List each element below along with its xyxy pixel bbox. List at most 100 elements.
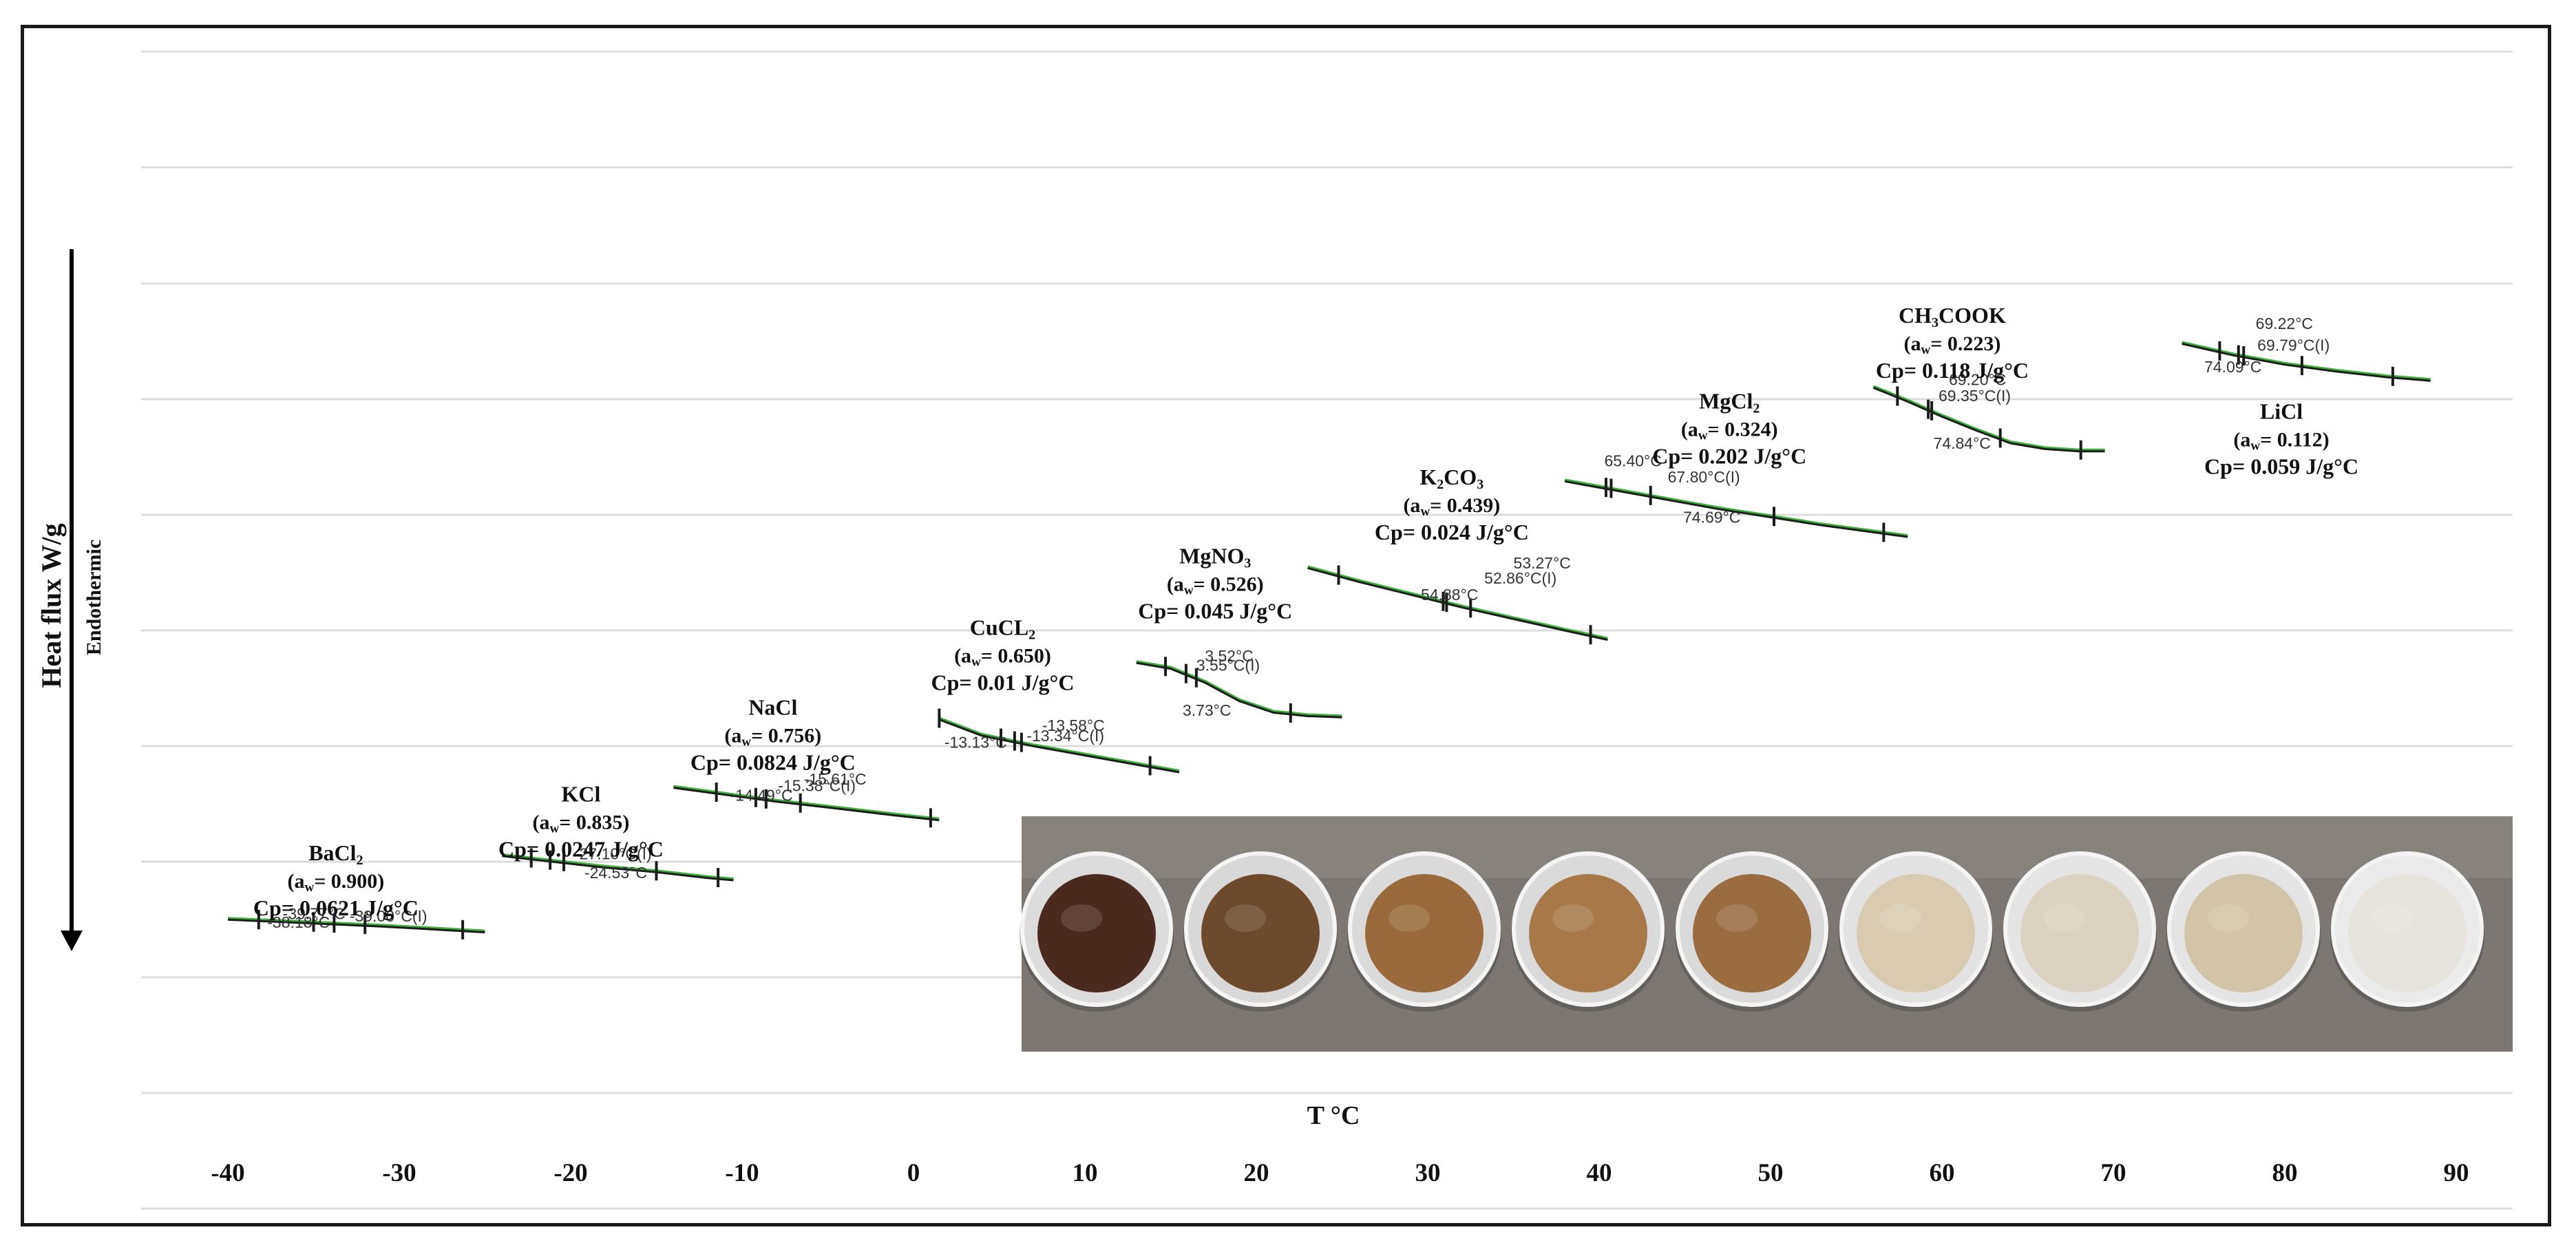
series-cp: Cp= 0.0621 J/g°C (253, 895, 419, 920)
temperature-annotation: 53.27°C (1514, 554, 1571, 572)
x-tick-label: 50 (1758, 1159, 1784, 1187)
cup-highlight (1552, 904, 1594, 932)
series-aw: (aw= 0.526) (1167, 573, 1264, 597)
dsc-curve (502, 855, 734, 882)
series-cp: Cp= 0.01 J/g°C (931, 670, 1075, 695)
series-cp: Cp= 0.024 J/g°C (1375, 520, 1529, 544)
fit-line (1564, 478, 1908, 538)
series-aw: (aw= 0.112) (2233, 428, 2329, 453)
series-KCl: -27.10°C(I) -24.53°C KCl (aw= 0.835)Cp= 0.0… (498, 781, 734, 888)
cup-sample (1037, 874, 1156, 992)
x-tick-label: -40 (211, 1159, 244, 1187)
cup-sample (1529, 874, 1647, 992)
temperature-annotation: -15.61°C (804, 770, 867, 788)
x-tick-label: -20 (553, 1159, 587, 1187)
series-name: LiCl (2260, 398, 2303, 423)
series-cp: Cp= 0.118 J/g°C (1876, 358, 2029, 383)
series-name: KCl (561, 781, 600, 806)
fit-line (227, 917, 485, 933)
dsc-curve (1307, 566, 1608, 641)
temperature-annotation: -14.49°C (730, 787, 793, 805)
series-name: MgNO3 (1179, 543, 1251, 571)
cup-sample (2348, 874, 2467, 992)
fit-line (1307, 565, 1608, 640)
x-tick-label: 0 (907, 1159, 920, 1187)
x-axis-title: T °C (1307, 1101, 1360, 1130)
cup-highlight (1880, 904, 1921, 932)
temperature-annotation: 69.20°C (1949, 371, 2006, 389)
cup-highlight (1225, 904, 1266, 932)
x-tick-label: 60 (1930, 1159, 1955, 1187)
temperature-annotation: -15.38°C(I) (778, 776, 856, 794)
temperature-annotation: -13.58°C (1042, 716, 1105, 734)
cup-highlight (2044, 904, 2085, 932)
temperature-annotation: -13.34°C(I) (1026, 727, 1104, 745)
cup-highlight (1061, 904, 1102, 932)
x-axis: -40 -30 -20 -10 0 10 20 30 40 50 60 70 80 90 T °C (211, 1101, 2469, 1187)
cup-highlight (2372, 904, 2413, 932)
series-NaCl: -15.61°C-15.38°C(I)-14.49°C NaCl (aw= 0.75… (673, 694, 940, 828)
temperature-annotation: 67.80°C(I) (1668, 468, 1740, 486)
endothermic-arrow-head (61, 931, 83, 951)
temperature-annotation: 69.79°C(I) (2257, 336, 2330, 354)
temperature-annotation: -39.00°C(I) (350, 907, 427, 925)
series-aw: (aw= 0.835) (533, 811, 630, 836)
fit-line (1872, 385, 2105, 451)
temperature-annotation: 74.84°C (1934, 434, 1991, 452)
series-aw: (aw= 0.439) (1403, 494, 1500, 519)
series-name: CH3COOK (1899, 303, 2006, 330)
x-tick-label: 40 (1587, 1159, 1612, 1187)
temperature-annotation: -27.10°C(I) (574, 844, 652, 862)
temperature-annotation: 65.40°C (1604, 451, 1661, 469)
series-CuCL2: -13.58°C-13.34°C(I) -13.13°C CuCL2(aw= 0.6… (931, 615, 1180, 776)
x-tick-label: 70 (2101, 1159, 2126, 1187)
cup-sample (1365, 874, 1484, 992)
series-aw: (aw= 0.650) (954, 645, 1051, 670)
series-name: NaCl (748, 694, 797, 719)
dsc-curve (1564, 480, 1908, 538)
fit-line (938, 716, 1180, 772)
cup-sample (1201, 874, 1320, 992)
series-cp: Cp= 0.045 J/g°C (1138, 598, 1292, 623)
temperature-annotation: 52.86°C(I) (1484, 569, 1556, 587)
temperature-annotation: 74.09°C (2204, 358, 2261, 376)
temperature-annotation: 69.35°C(I) (1939, 387, 2011, 405)
series-cp: Cp= 0.202 J/g°C (1652, 443, 1806, 468)
fit-line (2182, 341, 2431, 381)
y-axis-label-group: Heat flux W/g Endothermic (36, 249, 105, 951)
series-LiCl: 69.22°C 69.79°C(I) 74.09°C LiCl (aw= 0.112)C… (2182, 315, 2431, 478)
series-cp: Cp= 0.0247 J/g°C (498, 836, 664, 861)
temperature-annotation: 3.55°C(I) (1196, 657, 1260, 674)
fit-line (1136, 660, 1342, 718)
temperature-annotation: -38.18°C (267, 913, 330, 931)
temperature-annotation: 69.22°C (2256, 315, 2313, 332)
series-BaCl2: -39.77°C -39.00°C(I) -38.18°C BaCl2(aw= 0.9… (227, 840, 485, 939)
dsc-curve (1872, 387, 2105, 453)
x-tick-label: 10 (1073, 1159, 1098, 1187)
series-MgNO3: 3.52°C3.55°C(I) 3.73°C MgNO3(aw= 0.526)Cp=… (1136, 543, 1342, 723)
temperature-annotation: 3.52°C (1205, 647, 1254, 665)
series-aw: (aw= 0.756) (724, 724, 821, 749)
sample-photo (1020, 816, 2513, 1052)
dsc-curve (2182, 343, 2431, 382)
temperature-annotation: 54.88°C (1421, 586, 1478, 604)
y-axis-title: Heat flux W/g (36, 523, 67, 688)
series-MgCl2: 65.40°C 67.80°C(I) 74.69°C MgCl2(aw= 0.324)… (1564, 388, 1908, 542)
cup-sample (1857, 874, 1975, 992)
cup-highlight (1716, 904, 1757, 932)
series-name: BaCl2 (308, 840, 363, 868)
x-tick-label: -30 (382, 1159, 416, 1187)
cup-sample (2020, 874, 2139, 992)
series-K2CO3: 53.27°C52.86°C(I) 54.88°C K2CO3(aw= 0.439)… (1307, 465, 1608, 645)
series-cp: Cp= 0.0824 J/g°C (690, 750, 856, 774)
cup-highlight (1389, 904, 1430, 932)
x-tick-label: 80 (2272, 1159, 2298, 1187)
series-aw: (aw= 0.223) (1904, 332, 2001, 357)
temperature-annotation: 74.69°C (1683, 509, 1740, 527)
temperature-annotation: -13.13°C (944, 733, 1007, 751)
series-aw: (aw= 0.900) (287, 870, 384, 895)
cup-highlight (2208, 904, 2249, 932)
dsc-curve (1136, 661, 1342, 719)
x-tick-label: 30 (1415, 1159, 1441, 1187)
